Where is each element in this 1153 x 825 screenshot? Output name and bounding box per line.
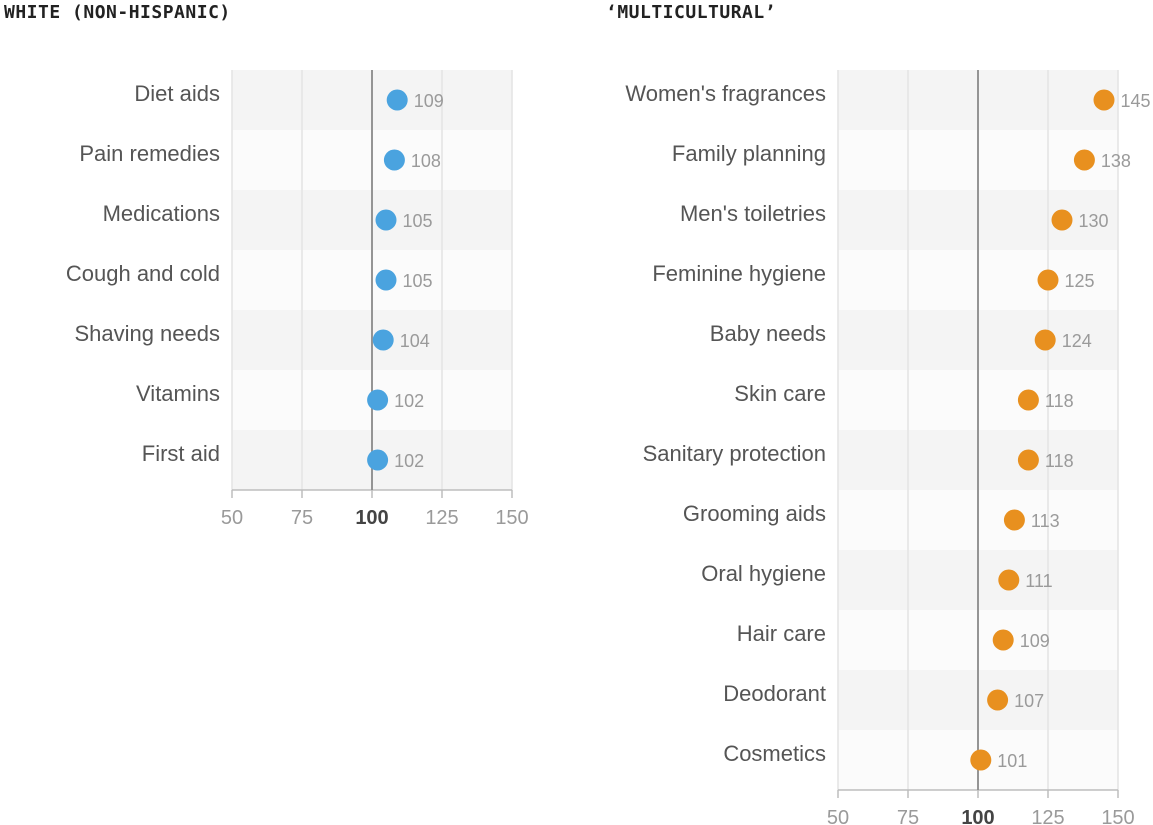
left-panel-title: WHITE (NON-HISPANIC): [4, 2, 231, 23]
x-tick-label: 150: [1101, 807, 1134, 825]
data-value-label: 125: [1065, 271, 1095, 291]
data-value-label: 113: [1031, 511, 1060, 531]
x-tick-label: 75: [897, 807, 919, 825]
category-label: Medications: [103, 201, 220, 226]
data-point: [372, 329, 394, 351]
data-value-label: 104: [400, 331, 430, 351]
x-tick-label: 125: [1031, 807, 1064, 825]
data-point: [1051, 209, 1073, 231]
data-point: [375, 209, 397, 231]
data-point: [1017, 389, 1039, 411]
data-point: [970, 749, 992, 771]
data-value-label: 118: [1045, 391, 1074, 411]
data-value-label: 107: [1014, 691, 1044, 711]
category-label: Cough and cold: [66, 261, 220, 286]
data-point: [375, 269, 397, 291]
category-label: Vitamins: [136, 381, 220, 406]
data-point: [1034, 329, 1056, 351]
data-point: [386, 89, 408, 111]
data-value-label: 102: [394, 451, 424, 471]
data-value-label: 118: [1045, 451, 1074, 471]
data-point: [383, 149, 405, 171]
data-value-label: 109: [414, 91, 444, 111]
category-label: Family planning: [672, 141, 826, 166]
data-value-label: 101: [997, 751, 1027, 771]
category-label: Hair care: [737, 621, 826, 646]
data-point: [367, 449, 389, 471]
data-value-label: 124: [1062, 331, 1092, 351]
data-value-label: 105: [403, 211, 433, 231]
category-label: Cosmetics: [723, 741, 826, 766]
data-value-label: 102: [394, 391, 424, 411]
data-point: [1093, 89, 1115, 111]
category-label: Oral hygiene: [701, 561, 826, 586]
right-panel-title: ‘MULTICULTURAL’: [606, 2, 777, 23]
category-label: Pain remedies: [79, 141, 220, 166]
data-point: [987, 689, 1009, 711]
category-label: Women's fragrances: [625, 81, 826, 106]
data-point: [367, 389, 389, 411]
data-point: [1037, 269, 1059, 291]
x-tick-label: 75: [291, 507, 313, 529]
data-value-label: 130: [1079, 211, 1109, 231]
category-label: Deodorant: [723, 681, 826, 706]
data-value-label: 108: [411, 151, 441, 171]
x-tick-label: 50: [827, 807, 849, 825]
data-point: [1073, 149, 1095, 171]
data-value-label: 111: [1025, 571, 1052, 591]
category-label: First aid: [142, 441, 220, 466]
data-value-label: 109: [1020, 631, 1050, 651]
data-point: [1017, 449, 1039, 471]
data-value-label: 145: [1121, 91, 1151, 111]
data-value-label: 105: [403, 271, 433, 291]
x-tick-label: 100: [355, 507, 388, 529]
data-point: [998, 569, 1020, 591]
category-label: Grooming aids: [683, 501, 826, 526]
category-label: Diet aids: [134, 81, 220, 106]
x-tick-label: 125: [425, 507, 458, 529]
data-point: [1003, 509, 1025, 531]
category-label: Men's toiletries: [680, 201, 826, 226]
x-tick-label: 150: [495, 507, 528, 529]
category-label: Sanitary protection: [643, 441, 826, 466]
data-point: [992, 629, 1014, 651]
x-tick-label: 100: [961, 807, 994, 825]
x-tick-label: 50: [221, 507, 243, 529]
category-label: Skin care: [734, 381, 826, 406]
category-label: Shaving needs: [74, 321, 220, 346]
category-label: Baby needs: [710, 321, 826, 346]
category-label: Feminine hygiene: [652, 261, 826, 286]
data-value-label: 138: [1101, 151, 1131, 171]
